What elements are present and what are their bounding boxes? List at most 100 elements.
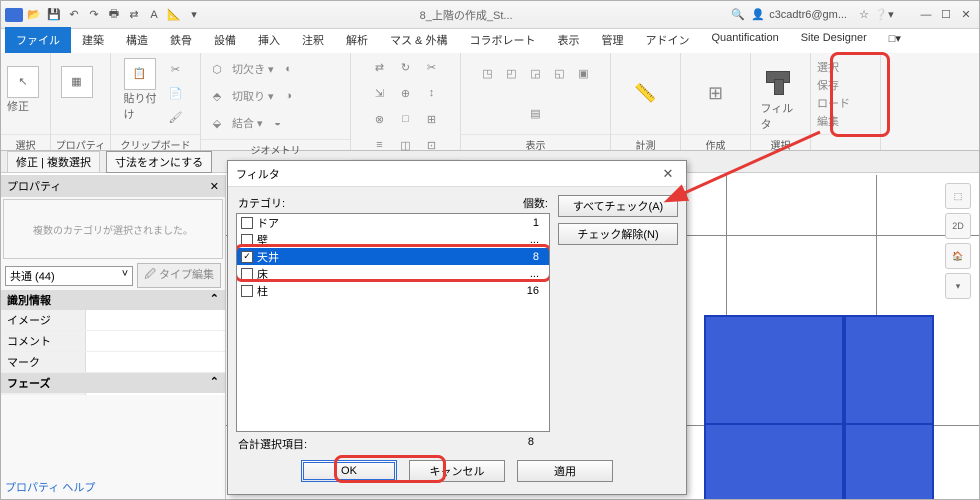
qat-measure[interactable]: 📐 bbox=[165, 6, 183, 24]
tab-file[interactable]: ファイル bbox=[5, 27, 71, 53]
modify-tool-icon[interactable]: ↕ bbox=[420, 81, 444, 105]
qat-more[interactable]: ▾ bbox=[185, 6, 203, 24]
modify-tool-icon[interactable]: ≡ bbox=[368, 133, 392, 157]
view-tool-icon[interactable]: ▣ bbox=[573, 62, 595, 86]
category-row[interactable]: 床... bbox=[237, 265, 549, 282]
tab-Site Designer[interactable]: Site Designer bbox=[790, 27, 878, 53]
qat-redo[interactable]: ↷ bbox=[85, 6, 103, 24]
tab-マス & 外構[interactable]: マス & 外構 bbox=[379, 27, 458, 53]
qat-sync[interactable]: ⇄ bbox=[125, 6, 143, 24]
filter-button[interactable]: フィルタ bbox=[761, 66, 801, 122]
paste-button[interactable]: 📋貼り付け bbox=[124, 58, 164, 114]
edit-type-button[interactable]: 🖉 タイプ編集 bbox=[137, 263, 221, 288]
tab-管理[interactable]: 管理 bbox=[590, 27, 634, 53]
tab-表示[interactable]: 表示 bbox=[546, 27, 590, 53]
type-selector[interactable]: 共通 (44)˅ bbox=[5, 266, 133, 286]
tab-コラボレート[interactable]: コラボレート bbox=[458, 27, 546, 53]
view-tool-icon[interactable]: ▤ bbox=[525, 101, 547, 125]
category-row[interactable]: 柱16 bbox=[237, 282, 549, 299]
uncheck-all-button[interactable]: チェック解除(N) bbox=[558, 223, 678, 245]
dialog-close-icon[interactable]: ✕ bbox=[658, 164, 678, 184]
minimize-button[interactable]: — bbox=[917, 6, 935, 24]
tab-アドイン[interactable]: アドイン bbox=[634, 27, 700, 53]
nav-2d[interactable]: 2D bbox=[945, 213, 971, 239]
modify-button[interactable]: ↖修正 bbox=[7, 66, 44, 122]
properties-button[interactable]: ▦ bbox=[61, 66, 101, 122]
checkbox[interactable]: ✓ bbox=[241, 251, 253, 263]
nav-house-icon[interactable]: 🏠 bbox=[945, 243, 971, 269]
side-load[interactable]: ロード bbox=[817, 95, 850, 111]
view-tool-icon[interactable]: ◳ bbox=[477, 62, 499, 86]
tab-挿入[interactable]: 挿入 bbox=[247, 27, 291, 53]
cut-geom-icon[interactable]: ⬘ bbox=[205, 84, 229, 108]
modify-tool-icon[interactable]: ⇲ bbox=[368, 81, 392, 105]
prop-row[interactable]: イメージ bbox=[1, 310, 225, 331]
checkbox[interactable] bbox=[241, 268, 253, 280]
create-icon[interactable]: ⊞ bbox=[696, 74, 736, 114]
cope-label[interactable]: 切欠き ▾ bbox=[232, 61, 274, 77]
qat-undo[interactable]: ↶ bbox=[65, 6, 83, 24]
measure-icon[interactable]: 📏 bbox=[626, 74, 666, 114]
expand-icon2[interactable]: ⌃ bbox=[210, 375, 219, 391]
qat-open[interactable]: 📂 bbox=[25, 6, 43, 24]
ok-button[interactable]: OK bbox=[301, 460, 397, 482]
tab-□▾[interactable]: □▾ bbox=[878, 27, 912, 53]
tab-注釈[interactable]: 注釈 bbox=[291, 27, 335, 53]
modify-tool-icon[interactable]: ⇄ bbox=[368, 55, 392, 79]
expand-icon[interactable]: ⌃ bbox=[210, 292, 219, 308]
prop-value[interactable] bbox=[86, 310, 225, 330]
user-label[interactable]: c3cadtr6@gm... bbox=[769, 9, 847, 21]
modify-tool-icon[interactable]: ⊞ bbox=[420, 107, 444, 131]
modify-tool-icon[interactable]: ↻ bbox=[394, 55, 418, 79]
tab-Quantification[interactable]: Quantification bbox=[700, 27, 789, 53]
view-tool-icon[interactable]: ◰ bbox=[501, 62, 523, 86]
prop-value[interactable] bbox=[86, 352, 225, 372]
maximize-button[interactable]: ☐ bbox=[937, 6, 955, 24]
qat-print[interactable]: 🖶 bbox=[105, 6, 123, 24]
category-row[interactable]: 壁... bbox=[237, 231, 549, 248]
help-icon[interactable]: ❔▾ bbox=[875, 6, 893, 24]
tab-構造[interactable]: 構造 bbox=[115, 27, 159, 53]
view-tool-icon[interactable]: ◲ bbox=[525, 62, 547, 86]
category-list[interactable]: ドア1壁...✓天井8床...柱16 bbox=[236, 213, 550, 432]
view-tool-icon[interactable]: ◱ bbox=[549, 62, 571, 86]
cancel-button[interactable]: キャンセル bbox=[409, 460, 505, 482]
copy-icon[interactable]: 📄 bbox=[164, 82, 188, 106]
modify-tool-icon[interactable]: ✂ bbox=[420, 55, 444, 79]
user-icon[interactable]: 👤 bbox=[749, 6, 767, 24]
modify-tool-icon[interactable]: ⊕ bbox=[394, 81, 418, 105]
cut-icon[interactable]: ✂ bbox=[164, 58, 188, 82]
nav-home-icon[interactable]: ⬚ bbox=[945, 183, 971, 209]
modify-tool-icon[interactable]: □ bbox=[394, 107, 418, 131]
category-row[interactable]: ドア1 bbox=[237, 214, 549, 231]
checkbox[interactable] bbox=[241, 285, 253, 297]
context-dims[interactable]: 寸法をオンにする bbox=[106, 151, 212, 173]
cope-icon[interactable]: ⬡ bbox=[205, 57, 229, 81]
modify-tool-icon[interactable]: ◫ bbox=[394, 133, 418, 157]
tab-解析[interactable]: 解析 bbox=[335, 27, 379, 53]
qat-text[interactable]: A bbox=[145, 6, 163, 24]
props-close-icon[interactable]: ✕ bbox=[210, 180, 219, 193]
props-help[interactable]: プロパティ ヘルプ bbox=[5, 479, 95, 495]
tab-設備[interactable]: 設備 bbox=[203, 27, 247, 53]
prop-value[interactable] bbox=[86, 331, 225, 351]
side-select[interactable]: 選択 bbox=[817, 59, 839, 75]
context-tab[interactable]: 修正 | 複数選択 bbox=[7, 151, 100, 173]
geom-c[interactable]: ◒ bbox=[266, 111, 290, 135]
checkbox[interactable] bbox=[241, 234, 253, 246]
modify-tool-icon[interactable]: ⊗ bbox=[368, 107, 392, 131]
side-save[interactable]: 保存 bbox=[817, 77, 839, 93]
nav-more[interactable]: ▾ bbox=[945, 273, 971, 299]
prop-row[interactable]: コメント bbox=[1, 331, 225, 352]
checkbox[interactable] bbox=[241, 217, 253, 229]
close-button[interactable]: ✕ bbox=[957, 6, 975, 24]
apply-button[interactable]: 適用 bbox=[517, 460, 613, 482]
favorite-icon[interactable]: ☆ bbox=[855, 6, 873, 24]
prop-row[interactable]: マーク bbox=[1, 352, 225, 373]
cutg-label[interactable]: 切取り ▾ bbox=[232, 88, 274, 104]
category-row[interactable]: ✓天井8 bbox=[237, 248, 549, 265]
join-icon[interactable]: ⬙ bbox=[205, 111, 229, 135]
check-all-button[interactable]: すべてチェック(A) bbox=[558, 195, 678, 217]
tab-建築[interactable]: 建築 bbox=[71, 27, 115, 53]
tab-鉄骨[interactable]: 鉄骨 bbox=[159, 27, 203, 53]
